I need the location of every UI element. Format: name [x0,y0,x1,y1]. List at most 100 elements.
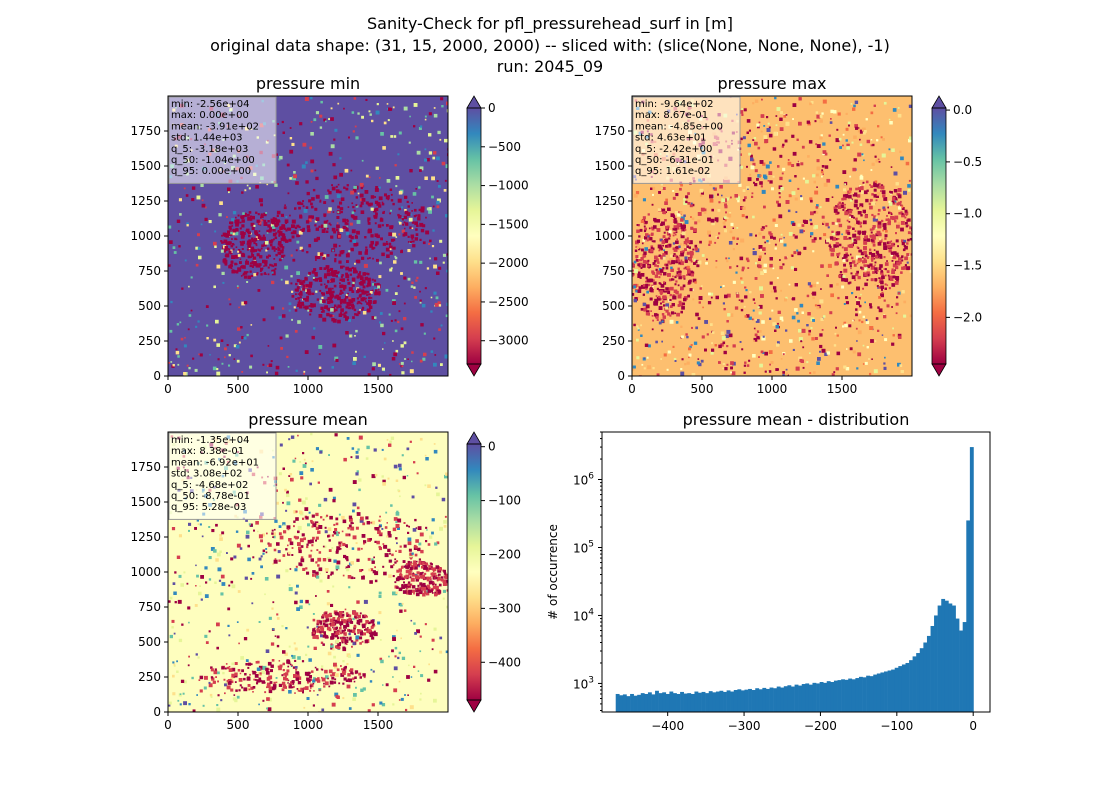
histogram-bar [744,689,749,712]
y-tick-label: 250 [138,670,161,684]
histogram-bar [909,660,913,712]
colorbar-2: 0.0 −0.5 −1.0 −1.5 −2.0 [931,95,982,377]
y-tick-label: 0 [153,369,161,383]
y-tick-label: 1500 [130,159,161,173]
colorbar-frame [466,443,482,701]
histogram-bar [673,693,677,712]
stats-line: max: 8.67e-01 [635,110,708,121]
x-tick-label: 1000 [293,382,324,396]
histogram-panel: pressure mean - distribution −400 −300 −200… [546,410,991,733]
stats-box [168,432,277,520]
histogram-bar [719,690,724,712]
y-tick-label: 105 [573,539,594,555]
histogram-bar [791,686,795,712]
x-tick-label: −100 [880,719,913,733]
histogram-bar [869,676,874,712]
colorbar-3: 0 −100 −200 −300 −400 [466,431,521,713]
histogram-bar [676,693,681,712]
histogram-bar [783,686,788,712]
y-tick-label: 104 [573,607,594,623]
y-tick-label: 103 [573,675,594,691]
colorbar-tick-label: −1500 [488,217,529,231]
histogram-bar [891,669,896,712]
colorbar-gradient [932,108,946,364]
stats-box [168,96,277,184]
histogram-bar [633,695,638,712]
x-tick-label: 1000 [757,382,788,396]
x-tick-label: 0 [969,719,977,733]
histogram-bar [715,691,720,712]
histogram-bar [887,670,892,712]
histogram-bar [858,676,863,712]
stats-line: std: 1.44e+03 [171,133,243,144]
histogram-bar [876,673,881,712]
stats-line: std: 3.08e+02 [171,469,243,480]
histogram-bar [916,653,921,712]
histogram-bar [930,625,935,712]
x-tick-label: 1500 [363,382,394,396]
y-tick-label: 1250 [130,194,161,208]
histogram-bar [655,690,659,712]
colorbar-tick-label: −200 [488,547,521,561]
colorbar-extend-top [931,95,947,109]
y-tick-label: 750 [138,264,161,278]
histogram-bar [866,675,871,712]
histogram-bar [873,674,878,712]
histogram-bar [937,605,942,712]
y-tick-label: 0 [617,369,625,383]
histogram-bar [622,694,627,712]
stats-line: q_50: -8.78e-01 [171,491,250,502]
histogram-bar [955,618,960,712]
y-tick-label: 1500 [130,495,161,509]
y-tick-label: 1750 [130,460,161,474]
y-tick-label: 1250 [130,530,161,544]
x-tick-label: −300 [728,719,761,733]
colorbar-tick-label: −500 [488,140,521,154]
y-tick-label: 250 [602,334,625,348]
histogram-bar [723,691,727,712]
stats-box [632,96,741,184]
histogram-bar [934,615,938,712]
x-tick-label: 500 [227,382,250,396]
x-tick-label: 0 [164,382,172,396]
stats-line: q_5: -3.18e+03 [171,144,248,155]
colorbar-tick-label: 0.0 [953,103,972,117]
histogram-bar [823,682,828,712]
histogram-bar [765,688,770,712]
histogram-bar [826,681,831,712]
histogram-bar [751,690,756,712]
y-tick-label: 1000 [130,565,161,579]
histogram-bar [794,684,799,712]
histogram-bar [798,685,803,712]
histogram-bar [647,692,652,712]
histogram-bar [644,693,649,712]
histogram-bar [687,693,692,712]
x-tick-label: 500 [227,718,250,732]
histogram-bar [851,679,856,712]
histogram-bar [833,680,838,712]
colorbar-gradient [467,444,481,700]
y-tick-label: 1000 [130,229,161,243]
stats-line: max: 8.38e-01 [171,446,244,457]
histogram-bar [944,600,949,712]
histogram-bar [780,687,785,712]
colorbar-tick-label: −300 [488,601,521,615]
histogram-bar [919,648,924,712]
colorbar-extend-top [466,431,482,445]
panel-title: pressure mean - distribution [683,410,910,429]
histogram-bar [637,694,642,712]
histogram-bar [626,696,631,712]
x-tick-label: −400 [651,719,684,733]
x-tick-label: 500 [691,382,714,396]
x-tick-label: 0 [628,382,636,396]
histogram-bar [816,683,820,712]
heatmap-panel-3: pressure mean 0 500 1000 1500 0 250 500 750 1000 1… [130,410,521,732]
histogram-bar [898,666,903,712]
histogram-bar [923,642,928,712]
histogram-bar [773,688,777,712]
histogram-bar [662,692,667,712]
histogram-bar [941,598,946,712]
colorbar-1: 0 −500 −1000 −1500 −2000 −2500 −3000 [466,95,529,377]
histogram-bar [862,677,867,712]
colorbar-tick-label: 0 [488,101,496,115]
